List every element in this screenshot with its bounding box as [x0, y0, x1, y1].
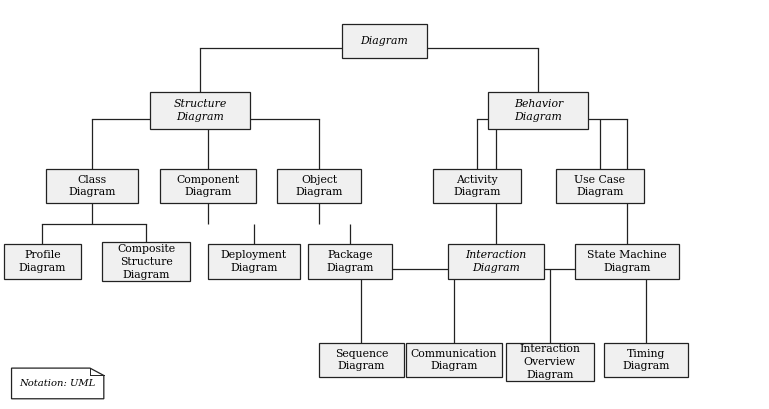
Text: Deployment
Diagram: Deployment Diagram	[221, 250, 287, 273]
FancyBboxPatch shape	[506, 343, 594, 381]
Polygon shape	[481, 269, 511, 279]
Text: Interaction
Overview
Diagram: Interaction Overview Diagram	[519, 344, 581, 380]
FancyBboxPatch shape	[4, 244, 81, 279]
FancyBboxPatch shape	[575, 244, 678, 279]
Text: Profile
Diagram: Profile Diagram	[18, 250, 66, 273]
FancyBboxPatch shape	[160, 169, 255, 203]
FancyBboxPatch shape	[208, 244, 300, 279]
Text: Object
Diagram: Object Diagram	[295, 175, 343, 198]
FancyBboxPatch shape	[308, 244, 392, 279]
Polygon shape	[523, 119, 554, 129]
Text: Component
Diagram: Component Diagram	[176, 175, 239, 198]
Text: Interaction
Diagram: Interaction Diagram	[465, 250, 527, 273]
FancyBboxPatch shape	[46, 169, 138, 203]
Text: Behavior
Diagram: Behavior Diagram	[514, 99, 563, 122]
FancyBboxPatch shape	[406, 343, 501, 377]
Text: Sequence
Diagram: Sequence Diagram	[335, 348, 388, 371]
Text: Package
Diagram: Package Diagram	[326, 250, 374, 273]
FancyBboxPatch shape	[342, 23, 427, 58]
Text: Diagram: Diagram	[361, 36, 408, 46]
Text: Use Case
Diagram: Use Case Diagram	[574, 175, 625, 198]
Text: Activity
Diagram: Activity Diagram	[453, 175, 501, 198]
FancyBboxPatch shape	[448, 244, 544, 279]
Text: Communication
Diagram: Communication Diagram	[411, 348, 497, 371]
FancyBboxPatch shape	[432, 169, 521, 203]
Text: Timing
Diagram: Timing Diagram	[622, 348, 670, 371]
Text: State Machine
Diagram: State Machine Diagram	[587, 250, 667, 273]
FancyBboxPatch shape	[277, 169, 361, 203]
FancyBboxPatch shape	[102, 242, 191, 281]
Text: Notation: UML: Notation: UML	[19, 379, 96, 388]
Polygon shape	[12, 368, 104, 399]
Polygon shape	[369, 49, 400, 58]
FancyBboxPatch shape	[604, 343, 688, 377]
FancyBboxPatch shape	[488, 92, 588, 129]
Polygon shape	[185, 119, 215, 129]
Text: Structure
Diagram: Structure Diagram	[173, 99, 227, 122]
FancyBboxPatch shape	[150, 92, 250, 129]
Text: Composite
Structure
Diagram: Composite Structure Diagram	[117, 244, 175, 280]
FancyBboxPatch shape	[319, 343, 404, 377]
FancyBboxPatch shape	[556, 169, 644, 203]
Text: Class
Diagram: Class Diagram	[68, 175, 116, 198]
